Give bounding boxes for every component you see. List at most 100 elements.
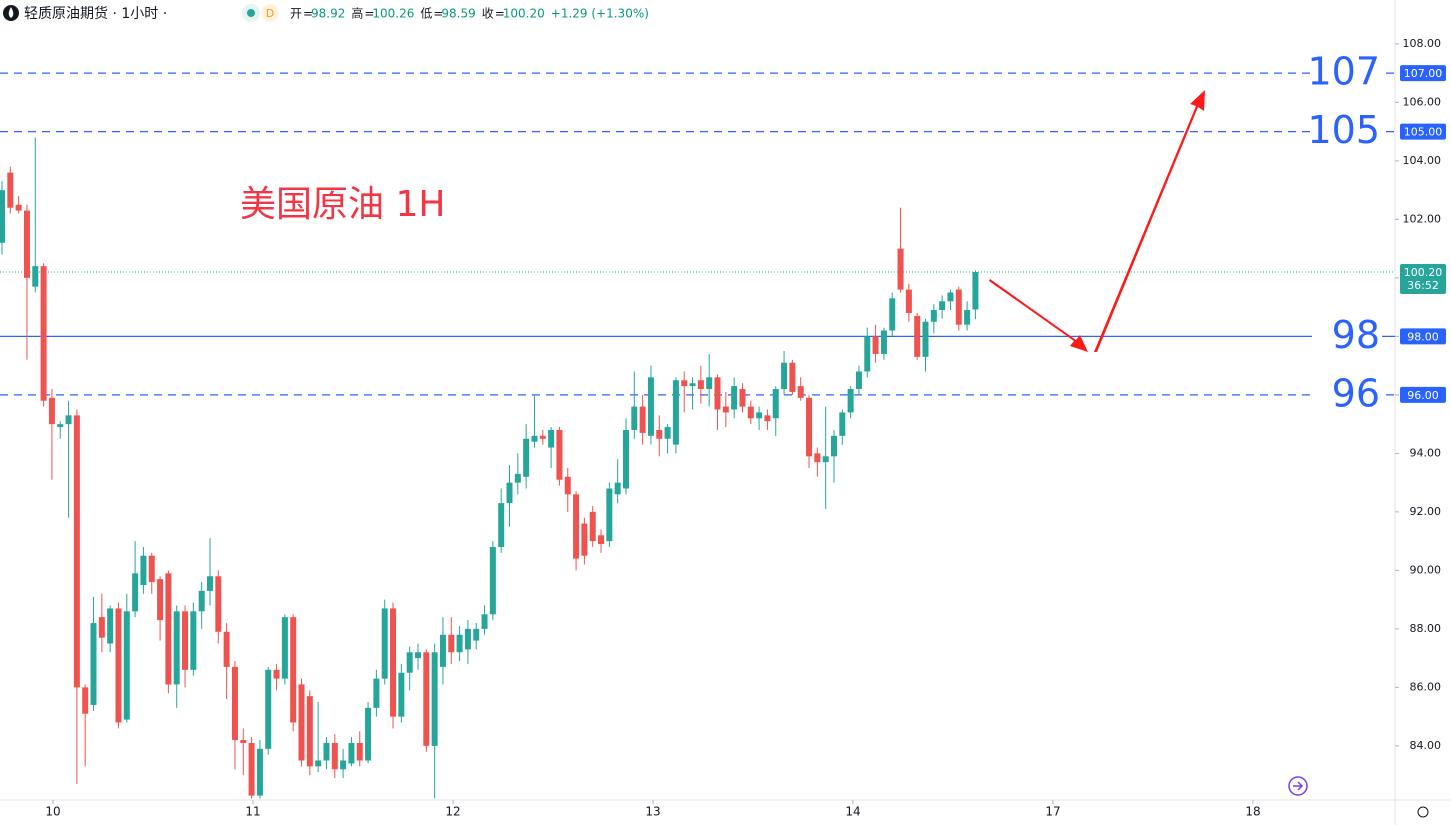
toolbar-icon[interactable]: [1288, 776, 1308, 796]
replay-glyph: [1293, 781, 1304, 791]
badge-bg: [261, 4, 279, 22]
candle-body: [107, 608, 114, 644]
plot-upper: 84.00 86.00 88.00 90.00 92.00 94.00 96.00 98.00…: [45, 37, 1446, 819]
candle-body: [647, 377, 654, 436]
candle-body: [273, 669, 280, 679]
x-tick-label: 10: [45, 805, 60, 819]
candle-body: [548, 429, 555, 448]
drop-icon: [8, 7, 14, 18]
field-value: 100.20: [503, 7, 545, 21]
candle-body: [855, 371, 862, 390]
candle-body: [57, 424, 64, 428]
candle-body: [889, 298, 896, 331]
y-tick-label: 102.00: [1403, 212, 1442, 225]
candle-body: [315, 760, 322, 767]
field-sep: =: [364, 7, 374, 21]
candle-body: [7, 172, 14, 208]
field-sep: =: [303, 7, 313, 21]
candle-body: [922, 321, 929, 357]
candle-body: [556, 429, 563, 480]
candle-body: [756, 412, 763, 419]
candle-body: [814, 453, 821, 463]
candle-body: [822, 456, 829, 463]
candle-body: [473, 628, 480, 641]
candle-body: [240, 740, 247, 743]
candle-body: [290, 617, 297, 723]
candle-body: [864, 336, 871, 372]
candle-body: [381, 608, 388, 679]
level-big-label: 107: [1307, 50, 1380, 94]
x-tick-label: 12: [445, 805, 460, 819]
y-tick-label: 106.00: [1403, 95, 1442, 108]
candle-body: [215, 576, 222, 632]
level-label-bg: [1400, 328, 1446, 345]
candle-body: [523, 438, 530, 477]
level-big-label: 98: [1332, 313, 1380, 357]
candle-body: [173, 611, 180, 685]
field-value: 100.26: [372, 7, 414, 21]
candle-body: [373, 678, 380, 708]
candle-body: [414, 652, 421, 659]
candle-body: [23, 210, 30, 278]
candle-body: [964, 310, 971, 325]
level-label-bg: [1400, 123, 1446, 140]
candle-body: [340, 760, 347, 770]
level-axis-label: 107.00: [1404, 67, 1443, 80]
x-tick-label: 14: [845, 805, 860, 819]
y-tick-label: 90.00: [1410, 563, 1442, 576]
candle-body: [331, 742, 338, 770]
candle-body: [248, 742, 255, 796]
candle-body: [606, 488, 613, 542]
change: +1.29 (+1.30%): [551, 7, 649, 21]
candle-body: [431, 652, 438, 746]
level-big-bg: [1312, 314, 1382, 357]
candle-body: [115, 608, 122, 723]
arrow-up: [1094, 90, 1205, 352]
last-price-label: 100.20: [1404, 266, 1443, 279]
candle-body: [714, 377, 721, 410]
candle-body: [930, 310, 937, 322]
last-price-bg: [1400, 264, 1446, 295]
candle-body: [73, 415, 80, 688]
candle-body: [939, 301, 946, 311]
x-tick-label: 11: [245, 805, 260, 819]
level-big-label: 105: [1307, 108, 1380, 152]
candle-body: [664, 427, 671, 439]
candle-body: [182, 611, 189, 670]
candle-body: [506, 482, 513, 504]
candle-body: [839, 412, 846, 436]
candle-body: [681, 380, 688, 387]
candle-body: [789, 362, 796, 392]
candle-body: [140, 555, 147, 586]
candle-body: [231, 666, 238, 741]
candle-body: [390, 608, 397, 717]
candle-body: [148, 555, 155, 583]
candle-body: [689, 383, 696, 387]
candle-body: [806, 397, 813, 457]
candle-body: [157, 579, 164, 621]
replay-button[interactable]: [1288, 776, 1308, 796]
forecast-arrows: [989, 90, 1205, 352]
candle-body: [531, 435, 538, 442]
header: 轻质原油期货 · 1小时 · D 开 =98.92 高 =100.26 低 =98.59 收…: [3, 4, 649, 22]
candle-body: [905, 289, 912, 313]
candle-body: [464, 628, 471, 650]
candle-body: [398, 672, 405, 717]
field-label: 开: [290, 7, 302, 21]
candle-body: [82, 687, 89, 714]
field-value: 98.59: [441, 7, 475, 21]
field-sep: =: [495, 7, 505, 21]
candle-body: [489, 546, 496, 615]
candle-body: [298, 684, 305, 761]
y-tick-label: 108.00: [1403, 37, 1442, 50]
ohlc-fields: 开 =98.92 高 =100.26 低 =98.59 收 =100.20 +1.29 (+1.…: [290, 6, 649, 21]
settings-button[interactable]: [1417, 806, 1429, 818]
x-tick-label: 17: [1045, 805, 1060, 819]
candle-body: [772, 389, 779, 419]
candle-body: [589, 511, 596, 542]
field-sep: =: [433, 7, 443, 21]
candle-body: [697, 380, 704, 390]
candle-body: [747, 406, 754, 419]
candle-body: [498, 503, 505, 547]
candles: [0, 137, 979, 799]
